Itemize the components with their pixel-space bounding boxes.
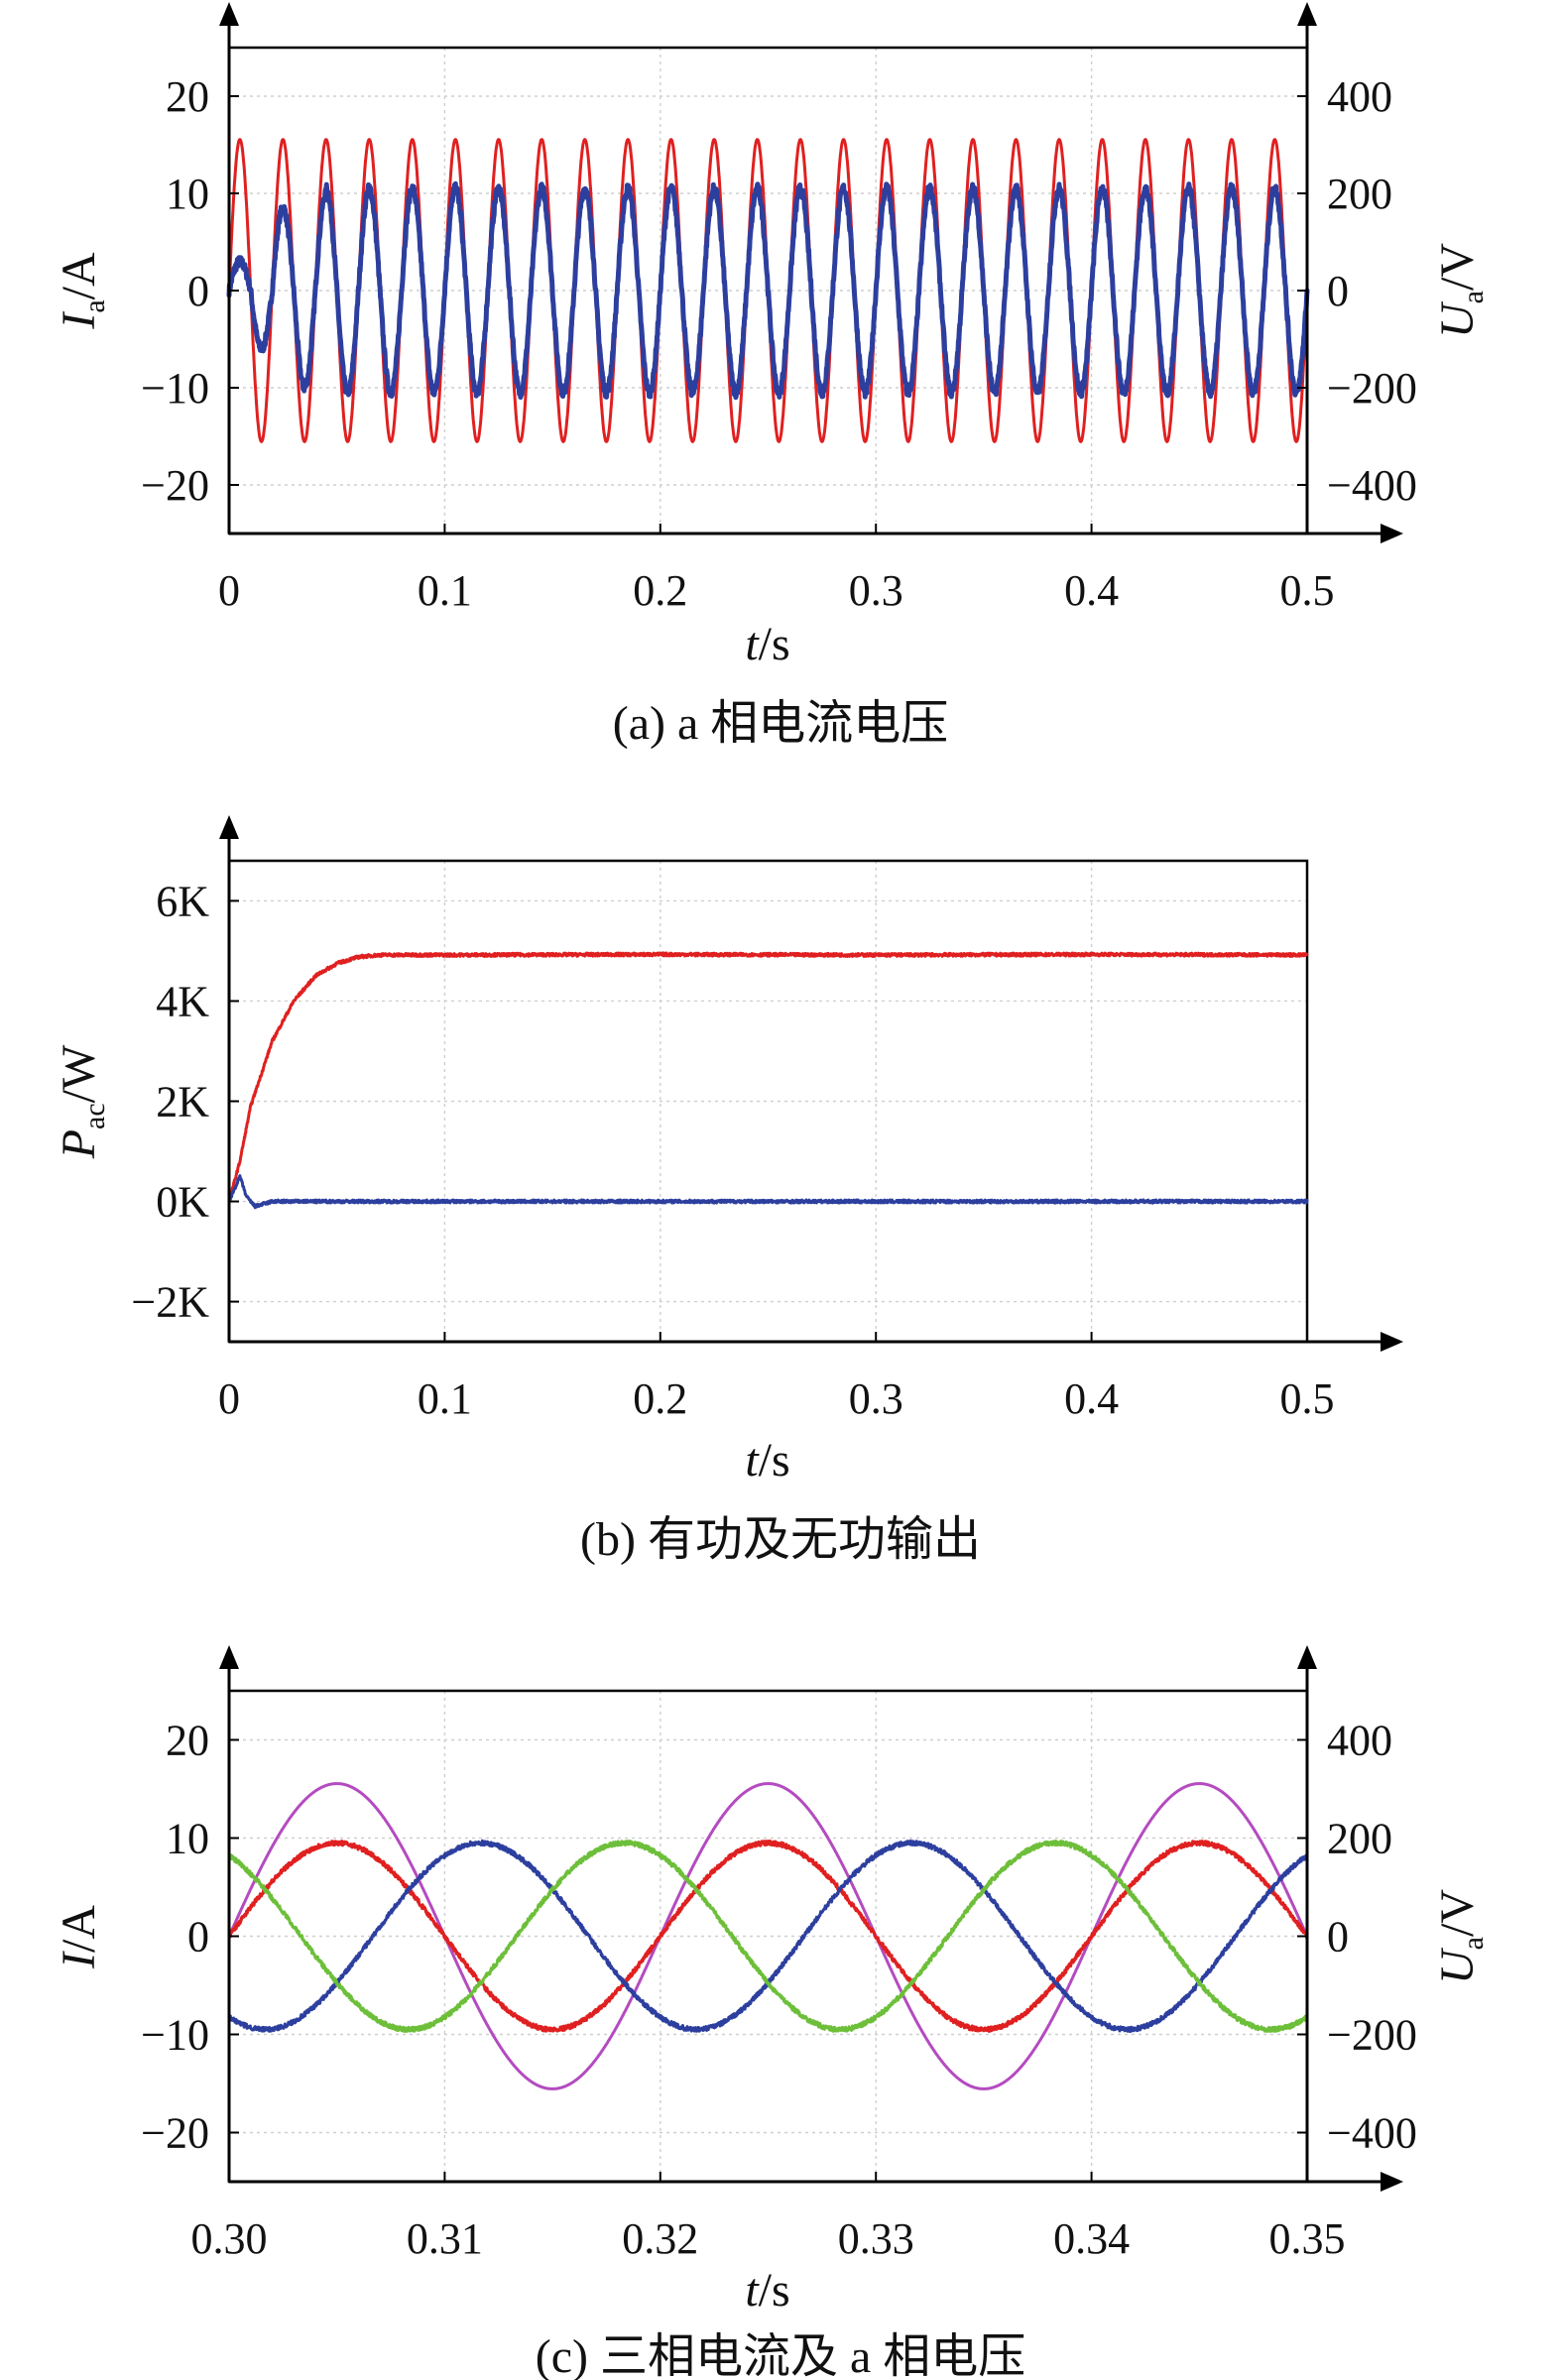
series-layer (227, 951, 1309, 1210)
x-axis-label: t/s (745, 1434, 789, 1487)
x-axis-arrow-icon (1381, 2172, 1403, 2192)
x-tick-label: 0.5 (1280, 566, 1335, 615)
y-axis-label: Pac/W (53, 1044, 111, 1159)
series-line-p (227, 951, 1309, 1204)
series-line-q (227, 1174, 1309, 1210)
tick-layer: 0 0.1 0.2 0.3 0.4 0.5 20 10 0 −10 −20 400 200 0 −200 −4… (141, 72, 1417, 615)
y2-axis-label: Ua/V (1431, 243, 1490, 338)
x-axis-label: t/s (745, 2264, 789, 2317)
y-tick-label: 10 (166, 1815, 209, 1863)
x-axis-arrow-icon (1381, 524, 1403, 543)
x-tick-label: 0.3 (849, 1374, 903, 1423)
y-axis-arrow-icon (219, 815, 239, 839)
x-axis-arrow-icon (1381, 1332, 1403, 1352)
y-axis-arrow-icon (219, 2, 239, 26)
x-tick-label: 0.2 (633, 566, 687, 615)
y-tick-label: −20 (141, 461, 209, 510)
y2-tick-label: 0 (1327, 1913, 1349, 1962)
y-tick-label: 6K (156, 877, 209, 925)
y-tick-label: 10 (166, 170, 209, 218)
x-tick-label: 0.35 (1269, 2214, 1346, 2263)
y-tick-label: −10 (141, 2011, 209, 2060)
y2-axis-arrow-icon (1297, 1645, 1317, 1669)
caption-b: (b) 有功及无功输出 (580, 1513, 981, 1566)
panel-c: 0.30 0.31 0.32 0.33 0.34 0.35 20 10 0 −10 −20 400 20… (53, 1645, 1490, 2380)
y2-tick-label: 400 (1327, 1717, 1392, 1765)
series-layer (227, 1782, 1309, 2090)
y2-tick-label: −400 (1327, 461, 1417, 510)
x-tick-label: 0.34 (1053, 2214, 1130, 2263)
panel-a: 0 0.1 0.2 0.3 0.4 0.5 20 10 0 −10 −20 400 200 0 −200 −4… (53, 2, 1490, 750)
tick-layer: 0 0.1 0.2 0.3 0.4 0.5 6K 4K 2K 0K −2K (131, 877, 1334, 1423)
y-axis-label: Ia/A (53, 252, 111, 330)
grid (228, 861, 1308, 1342)
y-tick-label: 4K (156, 977, 209, 1025)
grid (228, 1691, 1308, 2182)
x-tick-label: 0 (218, 1374, 240, 1423)
x-tick-label: 0.4 (1064, 566, 1119, 615)
x-tick-label: 0.32 (622, 2214, 698, 2263)
caption-a: (a) a 相电流电压 (613, 697, 949, 750)
y-tick-label: −10 (141, 364, 209, 413)
y-tick-label: −20 (141, 2109, 209, 2158)
x-tick-label: 0.30 (191, 2214, 268, 2263)
y2-tick-label: 200 (1327, 170, 1392, 218)
y-tick-label: 2K (156, 1078, 209, 1127)
y2-tick-label: −400 (1327, 2109, 1417, 2158)
x-tick-label: 0.2 (633, 1374, 687, 1423)
y2-tick-label: 400 (1327, 72, 1392, 121)
x-tick-label: 0.1 (418, 566, 472, 615)
series-line-ua (227, 1782, 1309, 2090)
y-axis-label: I/A (53, 1905, 105, 1969)
caption-c: (c) 三相电流及 a 相电压 (536, 2330, 1026, 2380)
y2-tick-label: 200 (1327, 1815, 1392, 1863)
x-tick-label: 0.33 (838, 2214, 914, 2263)
y2-tick-label: 0 (1327, 267, 1349, 315)
series-line-ic (227, 1839, 1309, 2034)
x-tick-label: 0.5 (1280, 1374, 1335, 1423)
tick-layer: 0.30 0.31 0.32 0.33 0.34 0.35 20 10 0 −10 −20 400 20… (141, 1717, 1417, 2264)
y2-axis-label: Ua/V (1431, 1889, 1490, 1984)
panel-b: 0 0.1 0.2 0.3 0.4 0.5 6K 4K 2K 0K −2K Pac/W t/s (b… (53, 815, 1403, 1566)
series-layer (226, 138, 1310, 443)
series-line-ia (226, 180, 1310, 401)
y2-tick-label: −200 (1327, 364, 1417, 413)
x-tick-label: 0.3 (849, 566, 903, 615)
x-tick-label: 0.31 (407, 2214, 483, 2263)
y-tick-label: 0 (187, 267, 209, 315)
x-axis-label: t/s (745, 618, 789, 670)
x-tick-label: 0.1 (418, 1374, 472, 1423)
y-tick-label: 20 (166, 72, 209, 121)
x-tick-label: 0 (218, 566, 240, 615)
y-tick-label: 0 (187, 1913, 209, 1962)
y2-tick-label: −200 (1327, 2011, 1417, 2060)
y-axis-arrow-icon (219, 1645, 239, 1669)
y-tick-label: −2K (131, 1278, 209, 1327)
y2-axis-arrow-icon (1297, 2, 1317, 26)
y-tick-label: 0K (156, 1178, 209, 1227)
x-tick-label: 0.4 (1064, 1374, 1119, 1423)
y-tick-label: 20 (166, 1717, 209, 1765)
